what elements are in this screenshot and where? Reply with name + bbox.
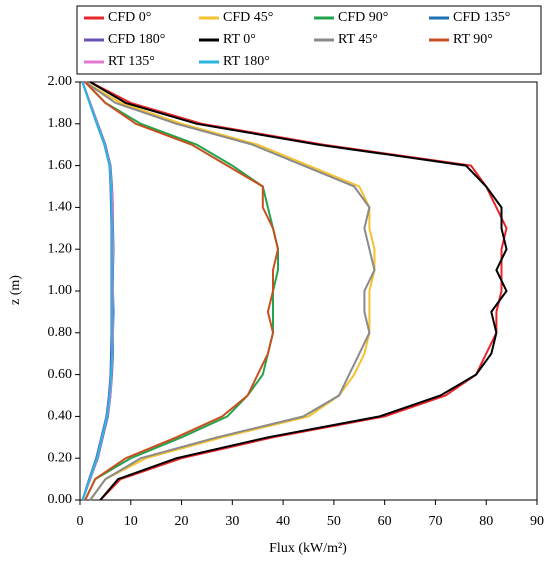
series-line (81, 81, 113, 501)
y-axis-label: z (m) (8, 275, 23, 305)
y-tick-label: 0.00 (48, 492, 73, 507)
series-line (84, 81, 376, 501)
x-tick-label: 20 (175, 514, 189, 529)
series-line (81, 81, 113, 501)
series-line (89, 81, 508, 501)
x-tick-label: 30 (225, 514, 239, 529)
legend-label: RT 90° (453, 32, 493, 47)
y-tick-label: 1.20 (48, 241, 73, 256)
x-tick-label: 40 (276, 514, 290, 529)
series-line (81, 81, 115, 501)
series-line (84, 81, 280, 501)
y-tick-label: 2.00 (48, 74, 73, 89)
y-tick-label: 0.80 (48, 325, 73, 340)
series-line (89, 81, 508, 501)
legend-label: CFD 135° (453, 10, 510, 25)
legend-label: CFD 0° (108, 10, 151, 25)
legend-label: CFD 180° (108, 32, 165, 47)
x-tick-label: 60 (378, 514, 392, 529)
x-tick-label: 80 (479, 514, 493, 529)
x-tick-label: 10 (124, 514, 138, 529)
legend-label: RT 0° (223, 32, 256, 47)
y-tick-label: 1.60 (48, 158, 73, 173)
legend-label: CFD 45° (223, 10, 273, 25)
x-tick-label: 50 (327, 514, 341, 529)
legend-label: RT 135° (108, 54, 155, 69)
plot-frame (79, 81, 538, 501)
y-tick-label: 0.40 (48, 409, 73, 424)
legend-label: RT 45° (338, 32, 378, 47)
series-line (81, 81, 115, 501)
legend-label: CFD 90° (338, 10, 388, 25)
y-tick-label: 1.80 (48, 116, 73, 131)
legend-label: RT 180° (223, 54, 270, 69)
y-tick-label: 1.40 (48, 200, 73, 215)
x-axis-label: Flux (kW/m²) (269, 541, 347, 556)
x-tick-label: 70 (428, 514, 442, 529)
series-line (84, 81, 376, 501)
x-tick-label: 90 (530, 514, 544, 529)
x-tick-label: 0 (77, 514, 84, 529)
y-tick-label: 0.60 (48, 367, 73, 382)
y-tick-label: 0.20 (48, 450, 73, 465)
legend-box (76, 5, 542, 75)
y-tick-label: 1.00 (48, 283, 73, 298)
